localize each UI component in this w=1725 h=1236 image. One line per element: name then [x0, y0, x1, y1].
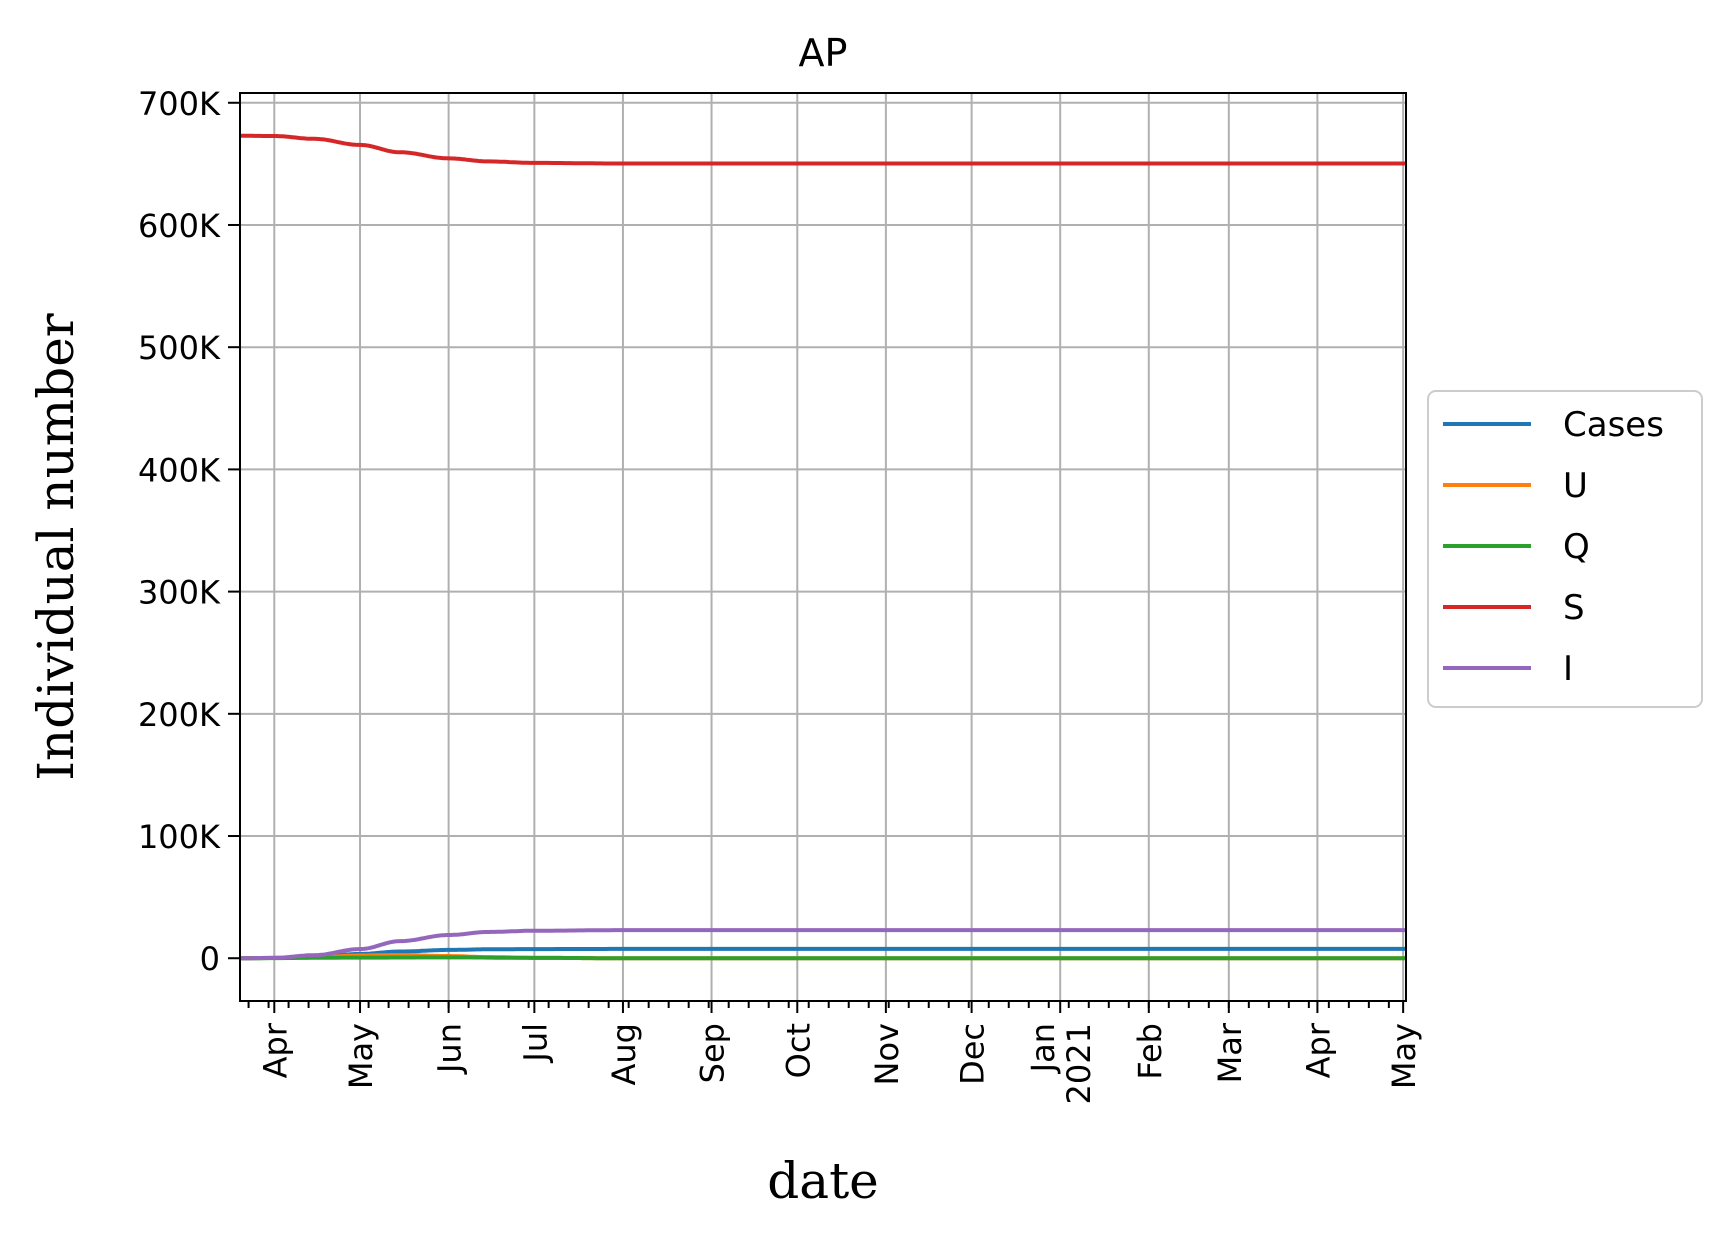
legend-label-i: I	[1563, 649, 1573, 689]
y-tick-label: 0	[200, 940, 220, 978]
legend-box	[1427, 390, 1703, 708]
legend-label-cases: Cases	[1563, 405, 1664, 445]
series-line-s	[239, 133, 1406, 166]
series-lines	[239, 133, 1406, 961]
x-tick-label: Mar	[1211, 1022, 1249, 1083]
x-tick-label: Aug	[605, 1023, 643, 1085]
plot-frame	[239, 92, 1407, 1002]
y-tick-label: 200K	[138, 696, 221, 734]
x-tick-label: Feb	[1131, 1023, 1169, 1080]
x-tick-label: Oct	[779, 1023, 817, 1078]
y-tick-label: 700K	[138, 85, 221, 123]
grid	[240, 93, 1406, 1001]
y-tick-label: 100K	[138, 818, 221, 856]
legend-label-q: Q	[1563, 527, 1590, 567]
x-tick-label: Jul	[516, 1023, 554, 1064]
x-tick-label: Dec	[954, 1023, 992, 1085]
chart-title: AP	[799, 31, 848, 75]
x-tick-label: May	[342, 1023, 380, 1089]
legend-label-s: S	[1563, 588, 1585, 628]
x-tick-label: Sep	[694, 1023, 732, 1083]
y-tick-label: 300K	[138, 574, 221, 612]
y-tick-label: 600K	[138, 207, 221, 245]
legend-label-u: U	[1563, 466, 1588, 506]
x-tick-label: Nov	[868, 1023, 906, 1085]
y-tick-label: 400K	[138, 451, 221, 489]
series-line-i	[239, 928, 1406, 961]
x-tick-label: Apr	[256, 1022, 294, 1078]
y-axis-label: Individual number	[27, 313, 85, 781]
x-tick-label: Jan	[1024, 1023, 1062, 1074]
y-axis: 0 100K 200K 300K 400K 500K 600K 700K	[138, 85, 240, 978]
x-axis-label: date	[767, 1152, 879, 1210]
x-tick-label: Apr	[1299, 1022, 1337, 1078]
x-tick-sublabel: 2021	[1060, 1023, 1098, 1104]
x-tick-label: Jun	[431, 1023, 469, 1075]
series-line-q	[240, 955, 1406, 961]
y-tick-label: 500K	[138, 329, 221, 367]
x-tick-label: May	[1385, 1023, 1423, 1089]
